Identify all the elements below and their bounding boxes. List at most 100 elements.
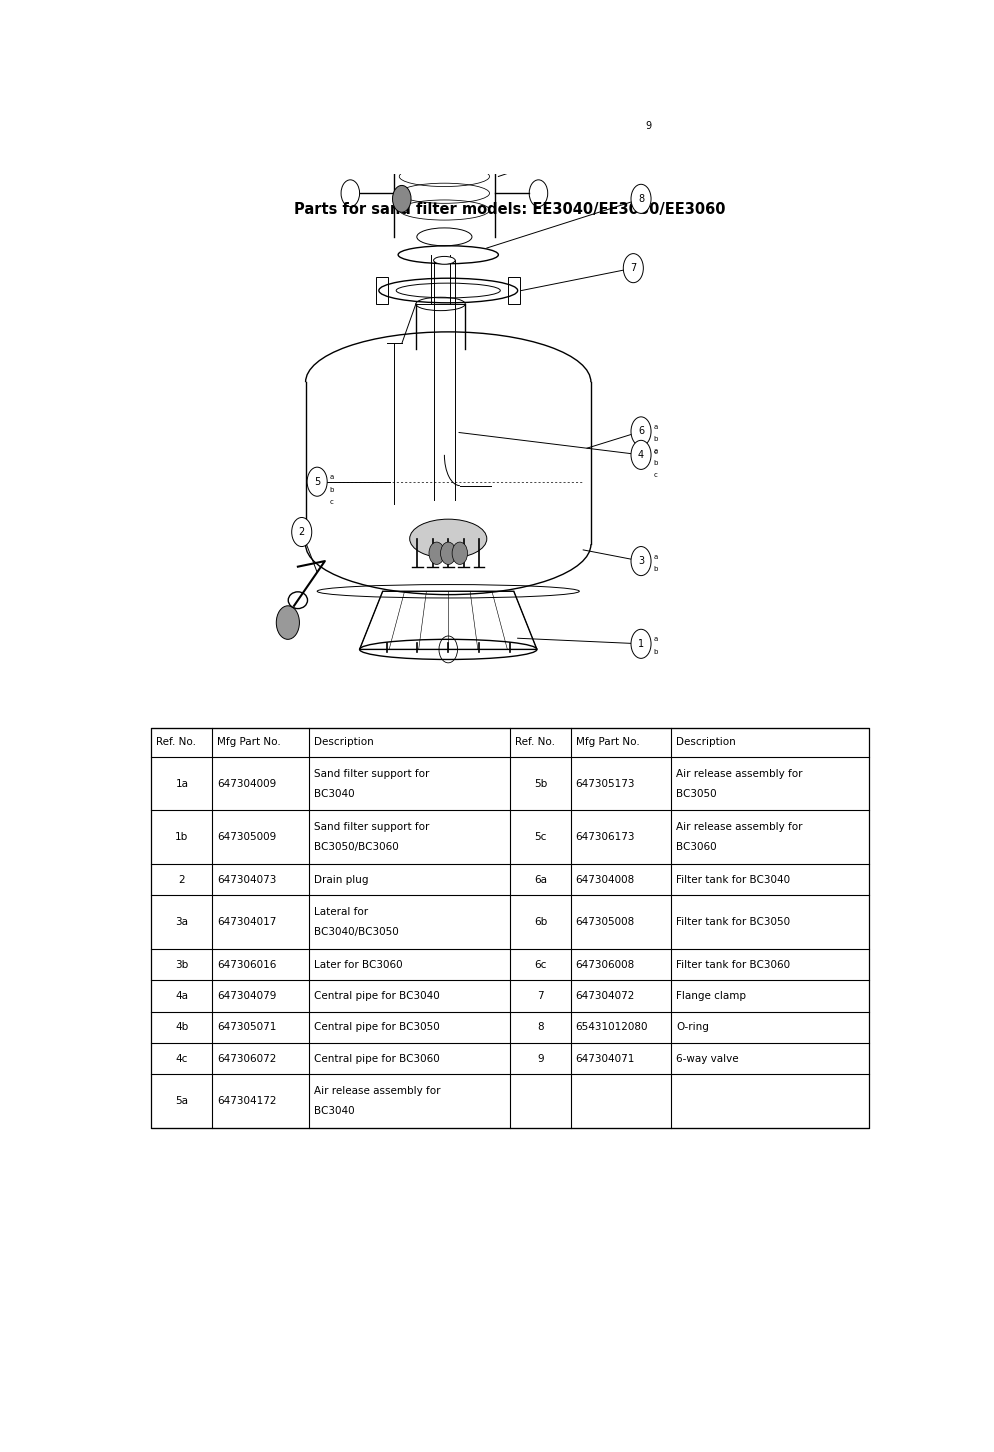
Text: Mfg Part No.: Mfg Part No.: [217, 738, 280, 748]
Text: Air release assembly for: Air release assembly for: [675, 822, 801, 832]
Ellipse shape: [410, 520, 486, 558]
Text: 647304009: 647304009: [217, 778, 276, 788]
Text: c: c: [653, 449, 657, 454]
Circle shape: [622, 254, 643, 283]
Text: a: a: [329, 475, 333, 481]
Text: 647304017: 647304017: [217, 918, 276, 928]
Text: 8: 8: [637, 193, 643, 203]
Circle shape: [291, 517, 311, 546]
Text: Filter tank for BC3060: Filter tank for BC3060: [675, 960, 789, 970]
Text: 6a: 6a: [534, 874, 547, 884]
Text: 65431012080: 65431012080: [575, 1022, 647, 1032]
Circle shape: [630, 417, 650, 446]
Text: Flange clamp: Flange clamp: [675, 992, 746, 1000]
Text: Air release assembly for: Air release assembly for: [313, 1086, 439, 1096]
Text: 647305008: 647305008: [575, 918, 634, 928]
Text: 8: 8: [537, 1022, 543, 1032]
Circle shape: [451, 542, 467, 565]
Text: Lateral for: Lateral for: [313, 908, 368, 918]
Text: BC3040/BC3050: BC3040/BC3050: [313, 928, 399, 938]
Text: Parts for sand filter models: EE3040/EE3050/EE3060: Parts for sand filter models: EE3040/EE3…: [294, 202, 725, 218]
Text: Filter tank for BC3050: Filter tank for BC3050: [675, 918, 789, 928]
Text: a: a: [653, 447, 657, 453]
Circle shape: [276, 605, 299, 639]
Text: 1b: 1b: [175, 832, 188, 842]
Text: Description: Description: [313, 738, 373, 748]
Text: Filter tank for BC3040: Filter tank for BC3040: [675, 874, 789, 884]
Text: 5c: 5c: [534, 832, 546, 842]
Text: 1: 1: [637, 639, 643, 649]
Circle shape: [393, 186, 411, 212]
Text: 9: 9: [645, 121, 651, 131]
Text: Later for BC3060: Later for BC3060: [313, 960, 402, 970]
Text: 647306008: 647306008: [575, 960, 634, 970]
Text: 9: 9: [537, 1054, 543, 1064]
Text: a: a: [653, 424, 657, 430]
Ellipse shape: [433, 257, 454, 264]
Text: Sand filter support for: Sand filter support for: [313, 768, 428, 778]
Text: 7: 7: [537, 992, 543, 1000]
Text: Central pipe for BC3040: Central pipe for BC3040: [313, 992, 439, 1000]
Text: Ref. No.: Ref. No.: [156, 738, 196, 748]
Text: 2: 2: [178, 874, 185, 884]
Text: Central pipe for BC3060: Central pipe for BC3060: [313, 1054, 439, 1064]
Text: b: b: [653, 437, 657, 443]
Text: 647305009: 647305009: [217, 832, 276, 842]
Text: b: b: [653, 649, 657, 655]
Text: 647305173: 647305173: [575, 778, 634, 788]
Text: 6b: 6b: [533, 918, 547, 928]
Text: Drain plug: Drain plug: [313, 874, 368, 884]
Text: Air release assembly for: Air release assembly for: [675, 768, 801, 778]
Text: 647305071: 647305071: [217, 1022, 276, 1032]
Circle shape: [440, 542, 455, 565]
Text: c: c: [653, 472, 657, 478]
Text: 647306072: 647306072: [217, 1054, 276, 1064]
Text: 3: 3: [637, 556, 643, 566]
Text: BC3040: BC3040: [313, 788, 354, 799]
Text: Description: Description: [675, 738, 735, 748]
Circle shape: [630, 629, 650, 658]
Text: Central pipe for BC3050: Central pipe for BC3050: [313, 1022, 439, 1032]
Text: BC3050/BC3060: BC3050/BC3060: [313, 842, 399, 852]
Text: Ref. No.: Ref. No.: [514, 738, 554, 748]
Circle shape: [630, 184, 650, 213]
Text: 647306173: 647306173: [575, 832, 634, 842]
Text: 647304072: 647304072: [575, 992, 634, 1000]
Circle shape: [630, 440, 650, 469]
Circle shape: [638, 112, 658, 141]
Text: a: a: [653, 636, 657, 642]
Text: 6-way valve: 6-way valve: [675, 1054, 738, 1064]
Text: b: b: [653, 566, 657, 572]
Text: 2: 2: [298, 527, 304, 537]
Text: 1a: 1a: [175, 778, 188, 788]
Text: 647304008: 647304008: [575, 874, 634, 884]
Text: c: c: [329, 499, 333, 505]
Text: 5a: 5a: [175, 1096, 188, 1106]
Text: 6: 6: [637, 427, 643, 437]
Text: 647304079: 647304079: [217, 992, 276, 1000]
Text: 5b: 5b: [533, 778, 547, 788]
Text: a: a: [653, 553, 657, 559]
Text: BC3050: BC3050: [675, 788, 716, 799]
Text: 647304071: 647304071: [575, 1054, 634, 1064]
Circle shape: [630, 546, 650, 575]
Text: 4a: 4a: [175, 992, 188, 1000]
Text: b: b: [329, 486, 334, 492]
Text: 6c: 6c: [534, 960, 546, 970]
Bar: [151, 727, 868, 1128]
Text: Sand filter support for: Sand filter support for: [313, 822, 428, 832]
Text: BC3040: BC3040: [313, 1106, 354, 1117]
Bar: [508, 277, 520, 303]
Text: b: b: [653, 460, 657, 466]
Text: 4c: 4c: [176, 1054, 188, 1064]
Text: Mfg Part No.: Mfg Part No.: [575, 738, 638, 748]
Text: 4: 4: [637, 450, 643, 460]
Text: 647304073: 647304073: [217, 874, 276, 884]
Text: 3a: 3a: [175, 918, 188, 928]
Text: 3b: 3b: [175, 960, 188, 970]
Text: 7: 7: [629, 263, 636, 273]
Text: 647304172: 647304172: [217, 1096, 276, 1106]
Text: BC3060: BC3060: [675, 842, 716, 852]
Bar: [376, 277, 388, 303]
Circle shape: [428, 542, 444, 565]
